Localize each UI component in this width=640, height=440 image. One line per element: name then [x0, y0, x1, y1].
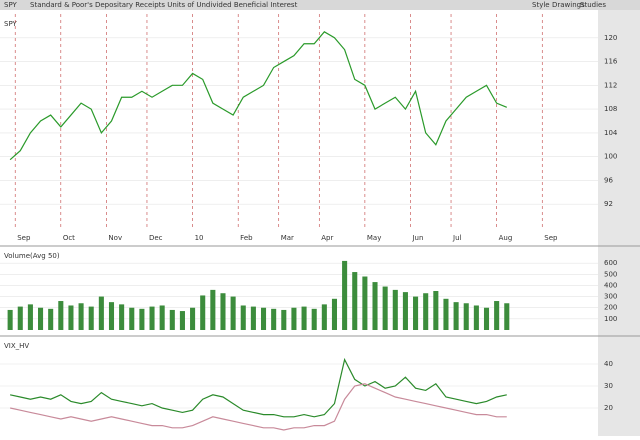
x-tick-label: Sep [544, 234, 558, 242]
series-line [10, 357, 507, 418]
volume-bar [311, 308, 317, 330]
y-tick-label: 100 [604, 153, 617, 161]
volume-bar [149, 306, 155, 330]
x-tick-label: Nov [108, 234, 122, 242]
series-line [10, 383, 507, 431]
drawings-button[interactable]: Drawings [552, 1, 585, 9]
volume-bar [291, 307, 297, 330]
panel-title: VIX_HV [4, 342, 29, 350]
volume-bar [108, 302, 115, 330]
y-tick-label: 30 [604, 382, 613, 390]
volume-bar [463, 303, 469, 330]
volume-bar [139, 308, 145, 330]
studies-button[interactable]: Studies [580, 1, 606, 9]
volume-bar [88, 306, 94, 330]
y-tick-label: 112 [604, 81, 617, 89]
volume-bar [240, 305, 246, 330]
volume-bar [423, 293, 429, 330]
x-tick-label: Oct [63, 234, 75, 242]
volume-bar [433, 291, 439, 330]
y-tick-label: 600 [604, 259, 617, 267]
y-tick-label: 116 [604, 58, 618, 66]
volume-bar [413, 296, 419, 330]
volume-bar [281, 309, 287, 330]
x-tick-label: Apr [321, 234, 333, 242]
volume-bar [129, 307, 135, 330]
volume-bar [402, 292, 408, 330]
y-tick-label: 96 [604, 176, 613, 184]
volume-bar [362, 276, 368, 330]
volume-bar [321, 304, 327, 330]
volume-bar [382, 286, 388, 330]
volume-bar [98, 296, 104, 330]
y-tick-label: 20 [604, 404, 613, 412]
volume-bar [301, 306, 307, 330]
y-tick-label: 100 [604, 315, 617, 323]
y-tick-label: 500 [604, 270, 617, 278]
volume-bar [7, 309, 13, 330]
x-tick-label: Aug [499, 234, 513, 242]
volume-bar [392, 289, 398, 330]
volume-bar [48, 308, 54, 330]
y-tick-label: 108 [604, 105, 617, 113]
volume-bar [473, 305, 479, 330]
volume-bar [494, 301, 500, 330]
volume-bar [271, 308, 277, 330]
volume-bar [331, 298, 338, 330]
volume-bar [179, 311, 185, 330]
volume-bar [352, 272, 358, 330]
volume-bar [443, 298, 449, 330]
volume-bar [230, 296, 236, 330]
volume-bar [190, 307, 196, 330]
toolbar [0, 0, 640, 10]
volume-bar [58, 301, 64, 330]
symbol[interactable]: SPY [4, 1, 18, 9]
x-tick-label: May [367, 234, 381, 242]
y-tick-label: 92 [604, 200, 613, 208]
volume-bar [260, 307, 267, 330]
volume-bar [220, 293, 226, 330]
volume-bar [17, 306, 23, 330]
right-axis [598, 10, 640, 436]
volume-bar [169, 309, 175, 330]
volume-bar [200, 295, 206, 330]
description: Standard & Poor's Depositary Receipts Un… [30, 1, 298, 9]
volume-bar [453, 302, 459, 330]
volume-bar [119, 304, 125, 330]
volume-bar [342, 260, 348, 330]
volume-bar [27, 304, 33, 330]
y-tick-label: 120 [604, 34, 617, 42]
volume-bar [38, 307, 44, 330]
y-tick-label: 40 [604, 360, 613, 368]
panel-title: Volume(Avg 50) [4, 252, 60, 260]
volume-bar [504, 303, 510, 330]
series-line [9, 31, 508, 161]
volume-bar [78, 303, 84, 330]
volume-bar [210, 289, 216, 330]
x-tick-label: Feb [240, 234, 253, 242]
y-tick-label: 104 [604, 129, 618, 137]
panel-title: SPY [4, 20, 18, 28]
x-tick-label: Sep [17, 234, 31, 242]
y-tick-label: 200 [604, 304, 617, 312]
x-tick-label: Jun [411, 234, 423, 242]
x-tick-label: Jul [452, 234, 462, 242]
volume-bar [250, 306, 256, 330]
volume-bar [483, 307, 490, 330]
y-tick-label: 300 [604, 293, 617, 301]
style-button[interactable]: Style [532, 1, 550, 9]
volume-bar [68, 305, 74, 330]
volume-bar [159, 305, 165, 330]
x-tick-label: Dec [149, 234, 163, 242]
x-tick-label: Mar [281, 234, 294, 242]
x-tick-label: 10 [195, 234, 204, 242]
y-tick-label: 400 [604, 281, 617, 289]
volume-bar [372, 282, 378, 330]
